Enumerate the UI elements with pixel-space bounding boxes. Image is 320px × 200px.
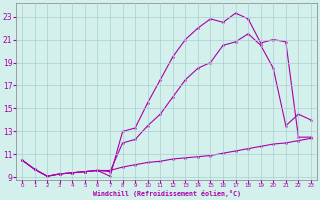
X-axis label: Windchill (Refroidissement éolien,°C): Windchill (Refroidissement éolien,°C) [92,190,241,197]
